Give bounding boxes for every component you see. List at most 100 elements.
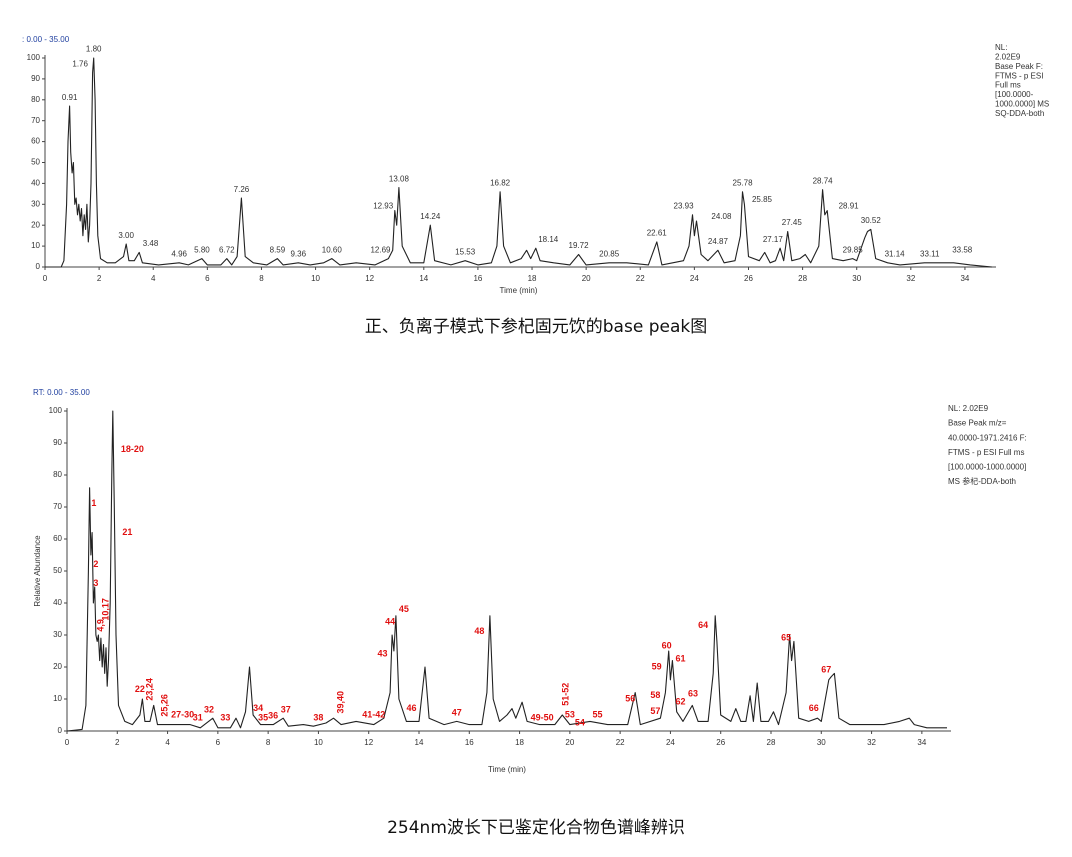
peak-label: 4.96: [171, 250, 187, 259]
x-tick-label: 26: [744, 274, 753, 283]
peak-label: 27-30: [171, 709, 194, 719]
x-tick-label: 12: [364, 738, 373, 747]
peak-label: 3.00: [118, 231, 134, 240]
x-tick-label: 30: [852, 274, 861, 283]
x-tick-label: 32: [867, 738, 876, 747]
x-tick-label: 24: [690, 274, 699, 283]
info-line: FTMS - p ESI: [995, 71, 1043, 80]
peak-label: 16.82: [490, 179, 511, 188]
peak-label: 64: [698, 620, 708, 630]
peak-label: 19.72: [569, 241, 590, 250]
peak-label: 54: [575, 717, 585, 727]
y-tick-label: 30: [31, 199, 40, 208]
peak-label: 27.45: [782, 218, 803, 227]
y-axis-label: Relative Abundance: [33, 535, 42, 607]
peak-label: 6.72: [219, 245, 235, 254]
peak-label: 45: [399, 604, 409, 614]
peak-label: 28.91: [839, 201, 860, 210]
x-tick-label: 28: [798, 274, 807, 283]
peak-label: 43: [378, 649, 388, 659]
x-tick-label: 8: [266, 738, 271, 747]
y-tick-label: 10: [53, 694, 62, 703]
y-tick-label: 10: [31, 241, 40, 250]
peak-label: 1.80: [86, 45, 102, 54]
info-line: SQ-DDA-both: [995, 109, 1044, 118]
peak-label: 23,24: [144, 678, 154, 701]
peak-label: 33.11: [920, 250, 940, 259]
x-axis-label: Time (min): [488, 765, 526, 774]
info-line: NL:: [995, 43, 1007, 52]
x-tick-label: 26: [716, 738, 725, 747]
peak-label: 13.08: [389, 174, 410, 183]
caption: 254nm波长下已鉴定化合物色谱峰辨识: [387, 818, 685, 838]
info-line: Base Peak F:: [995, 62, 1043, 71]
x-tick-label: 18: [528, 274, 537, 283]
x-tick-label: 4: [151, 274, 156, 283]
peak-label: 61: [675, 653, 685, 663]
peak-label: 2: [93, 559, 98, 569]
info-line: MS 参杞-DDA-both: [948, 476, 1016, 486]
y-tick-label: 90: [31, 74, 40, 83]
peak-label: 39,40: [335, 691, 345, 714]
x-tick-label: 10: [311, 274, 320, 283]
x-tick-label: 32: [906, 274, 915, 283]
peak-label: 3.48: [143, 239, 159, 248]
peak-label: 1: [91, 498, 96, 508]
peak-label: 55: [593, 709, 603, 719]
x-tick-label: 24: [666, 738, 675, 747]
peak-label: 58: [650, 690, 660, 700]
trace: [45, 57, 993, 268]
peak-label: 24.08: [711, 212, 732, 221]
x-tick-label: 10: [314, 738, 323, 747]
y-tick-label: 50: [31, 158, 40, 167]
peak-label: 20.85: [599, 250, 620, 259]
peak-label: 10,17: [100, 598, 110, 621]
peak-label: 41-42: [362, 709, 385, 719]
caption: 正、负离子模式下参杞固元饮的base peak图: [365, 317, 707, 337]
x-tick-label: 6: [205, 274, 210, 283]
peak-label: 60: [662, 641, 672, 651]
x-tick-label: 18: [515, 738, 524, 747]
y-tick-label: 60: [53, 534, 62, 543]
x-tick-label: 2: [97, 274, 102, 283]
peak-label: 30.52: [861, 216, 882, 225]
x-tick-label: 4: [165, 738, 170, 747]
peak-label: 51-52: [560, 683, 570, 706]
trace: [66, 410, 947, 732]
info-line: [100.0000-: [995, 90, 1034, 99]
peak-label: 23.93: [674, 201, 695, 210]
y-tick-label: 40: [53, 598, 62, 607]
peak-label: 15.53: [455, 247, 476, 256]
peak-label: 59: [652, 661, 662, 671]
peak-label: 37: [281, 705, 291, 715]
x-tick-label: 28: [767, 738, 776, 747]
peak-label: 25,26: [159, 694, 169, 717]
range-label: : 0.00 - 35.00: [22, 35, 70, 44]
x-tick-label: 14: [419, 274, 428, 283]
x-tick-label: 0: [43, 274, 48, 283]
peak-label: 36: [268, 710, 278, 720]
peak-label: 7.26: [234, 185, 250, 194]
peak-label: 33: [220, 713, 230, 723]
peak-label: 22: [135, 684, 145, 694]
peak-label: 67: [821, 665, 831, 675]
peak-label: 3: [93, 578, 98, 588]
y-tick-label: 70: [53, 502, 62, 511]
x-tick-label: 2: [115, 738, 120, 747]
peak-label: 12.69: [370, 245, 391, 254]
y-tick-label: 60: [31, 137, 40, 146]
y-tick-label: 80: [31, 95, 40, 104]
x-axis-label: Time (min): [500, 286, 538, 295]
peak-label: 29.85: [843, 245, 864, 254]
peak-label: 65: [781, 633, 791, 643]
x-tick-label: 34: [917, 738, 926, 747]
info-line: Full ms: [995, 81, 1021, 90]
peak-label: 33.58: [952, 245, 973, 254]
x-tick-label: 22: [636, 274, 645, 283]
x-tick-label: 20: [582, 274, 591, 283]
x-tick-label: 6: [216, 738, 221, 747]
peak-label: 0.91: [62, 93, 78, 102]
y-tick-label: 0: [36, 262, 41, 271]
peak-label: 46: [406, 703, 416, 713]
peak-label: 22.61: [647, 229, 668, 238]
